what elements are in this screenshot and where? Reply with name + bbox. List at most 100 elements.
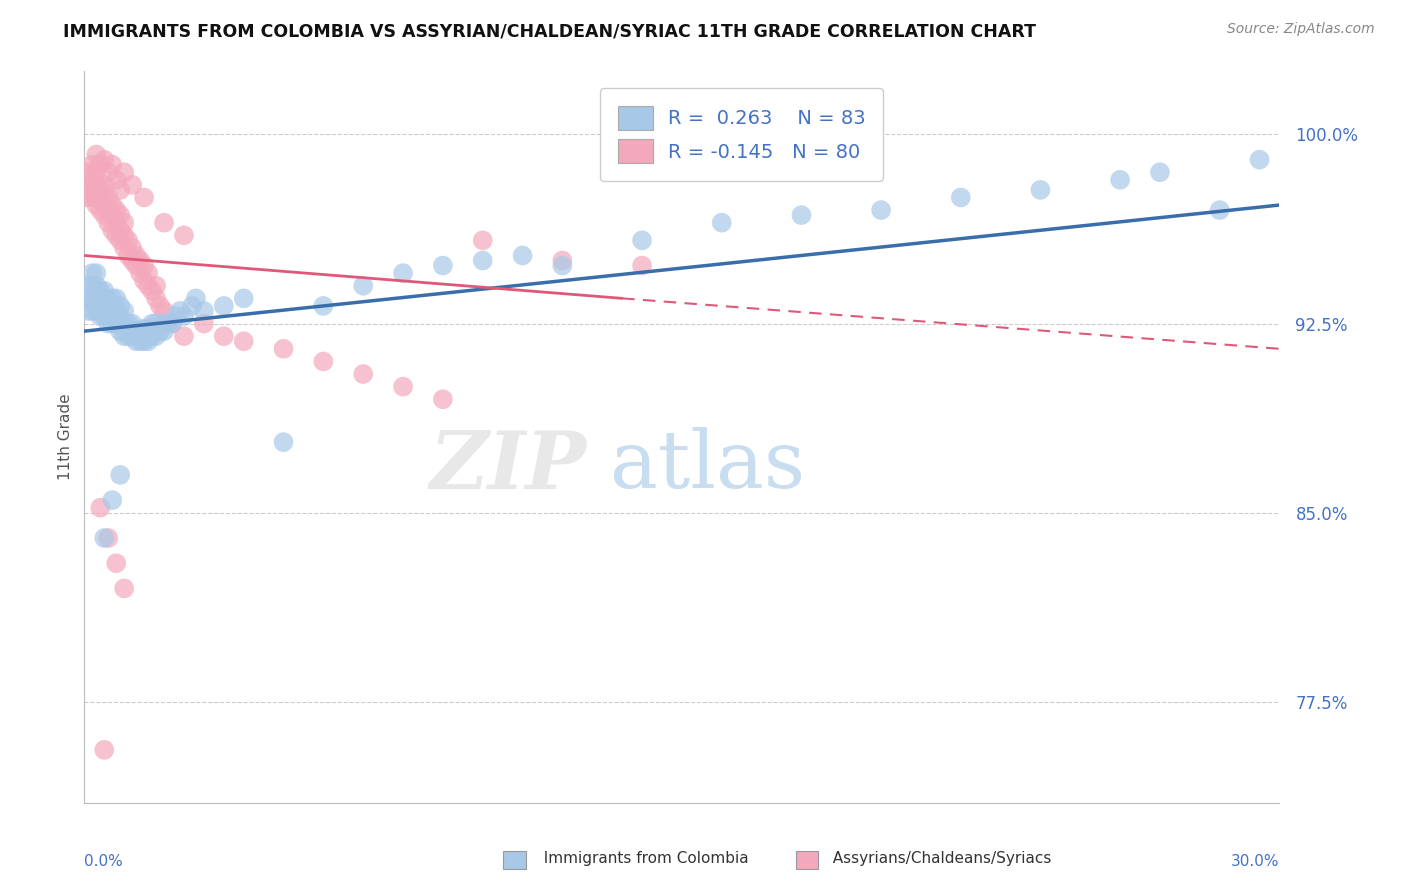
Point bbox=[173, 228, 195, 243]
Point bbox=[173, 329, 195, 343]
Point bbox=[790, 208, 813, 222]
Point bbox=[312, 299, 335, 313]
Point bbox=[129, 266, 152, 280]
Text: Immigrants from Colombia: Immigrants from Colombia bbox=[534, 851, 749, 865]
Point bbox=[86, 147, 108, 161]
Point bbox=[89, 309, 111, 323]
Point bbox=[125, 334, 148, 349]
Point bbox=[512, 248, 534, 262]
Point bbox=[184, 291, 207, 305]
Point bbox=[160, 317, 183, 331]
Point bbox=[105, 216, 128, 230]
Point bbox=[145, 291, 167, 305]
Point bbox=[93, 299, 115, 313]
Point bbox=[141, 317, 163, 331]
Point bbox=[181, 299, 204, 313]
Point bbox=[129, 253, 152, 268]
Point bbox=[89, 299, 111, 313]
Point bbox=[93, 531, 115, 545]
Point bbox=[110, 233, 132, 247]
Point bbox=[112, 241, 135, 255]
Text: 0.0%: 0.0% bbox=[84, 854, 124, 869]
Point bbox=[97, 317, 120, 331]
Point bbox=[101, 493, 124, 508]
Point bbox=[117, 248, 139, 262]
Point bbox=[97, 291, 120, 305]
Point bbox=[117, 233, 139, 247]
Point bbox=[273, 342, 295, 356]
Point bbox=[101, 304, 124, 318]
Point bbox=[432, 259, 454, 273]
Point bbox=[97, 190, 120, 204]
Point bbox=[112, 329, 135, 343]
Point bbox=[112, 165, 135, 179]
Point bbox=[136, 278, 159, 293]
Point bbox=[89, 500, 111, 515]
Point bbox=[86, 190, 108, 204]
Point bbox=[232, 334, 254, 349]
Point bbox=[77, 278, 100, 293]
Point bbox=[89, 158, 111, 172]
Point bbox=[232, 291, 254, 305]
Point bbox=[77, 291, 100, 305]
Point bbox=[101, 208, 124, 222]
Point bbox=[392, 379, 415, 393]
Point bbox=[89, 284, 111, 298]
Point bbox=[160, 317, 183, 331]
Point bbox=[97, 165, 120, 179]
Point bbox=[93, 198, 115, 212]
Point bbox=[105, 304, 128, 318]
Point bbox=[86, 266, 108, 280]
Point bbox=[432, 392, 454, 407]
Point bbox=[212, 329, 235, 343]
Point bbox=[165, 309, 187, 323]
Point bbox=[352, 278, 374, 293]
Point bbox=[125, 259, 148, 273]
Point bbox=[82, 304, 104, 318]
Point bbox=[121, 241, 143, 255]
Text: Source: ZipAtlas.com: Source: ZipAtlas.com bbox=[1227, 22, 1375, 37]
Point bbox=[157, 317, 180, 331]
Point bbox=[273, 435, 295, 450]
Point bbox=[86, 178, 108, 192]
Point bbox=[193, 304, 215, 318]
Point bbox=[86, 304, 108, 318]
Point bbox=[101, 317, 124, 331]
Point bbox=[86, 198, 108, 212]
Point bbox=[112, 304, 135, 318]
Point bbox=[77, 178, 100, 192]
Point bbox=[97, 304, 120, 318]
Point bbox=[136, 266, 159, 280]
Legend: R =  0.263    N = 83, R = -0.145   N = 80: R = 0.263 N = 83, R = -0.145 N = 80 bbox=[600, 88, 883, 180]
Point bbox=[93, 208, 115, 222]
Point bbox=[125, 248, 148, 262]
Point bbox=[949, 190, 972, 204]
Point bbox=[82, 190, 104, 204]
Point bbox=[77, 165, 100, 179]
Point bbox=[212, 299, 235, 313]
Point bbox=[1249, 153, 1271, 167]
Point bbox=[82, 173, 104, 187]
Point bbox=[149, 299, 172, 313]
Point bbox=[631, 233, 654, 247]
Point bbox=[551, 259, 574, 273]
Point bbox=[169, 304, 191, 318]
Point bbox=[153, 317, 176, 331]
Point bbox=[86, 291, 108, 305]
Point bbox=[93, 743, 115, 757]
Point bbox=[82, 183, 104, 197]
Point bbox=[121, 329, 143, 343]
Point bbox=[132, 274, 156, 288]
Point bbox=[471, 253, 494, 268]
Point bbox=[132, 259, 156, 273]
Point bbox=[110, 183, 132, 197]
Point bbox=[132, 334, 156, 349]
Point bbox=[112, 317, 135, 331]
Point bbox=[82, 158, 104, 172]
Point bbox=[112, 582, 135, 596]
Point bbox=[82, 291, 104, 305]
Point bbox=[97, 531, 120, 545]
Point bbox=[101, 158, 124, 172]
Text: IMMIGRANTS FROM COLOMBIA VS ASSYRIAN/CHALDEAN/SYRIAC 11TH GRADE CORRELATION CHAR: IMMIGRANTS FROM COLOMBIA VS ASSYRIAN/CHA… bbox=[63, 22, 1036, 40]
Point bbox=[551, 253, 574, 268]
